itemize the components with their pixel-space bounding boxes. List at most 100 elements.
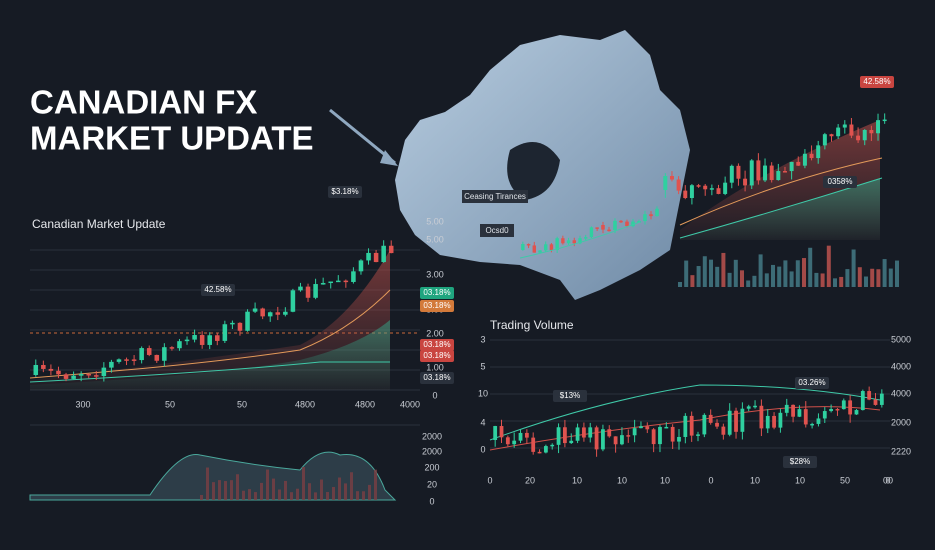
candle-body [41,365,46,369]
candle-body [708,414,713,423]
volume-bar [338,477,341,500]
candle-body [749,160,754,186]
candle-body [48,368,54,371]
label: 2220 [891,446,911,456]
label: 00 [883,475,893,485]
candle-body [177,341,182,349]
label: 4800 [295,399,315,409]
candle-body [562,427,567,444]
trend-red [489,406,881,451]
trend-orange [29,289,391,379]
candle-body [607,229,611,232]
candle-body [550,444,555,447]
candle-body [689,185,694,199]
candle-body [645,426,650,430]
candle-body [810,423,815,426]
candle-body [526,244,531,246]
candle-body [829,134,834,137]
candle-body [613,220,617,231]
trend-teal [679,177,883,239]
candle-body [696,185,701,187]
label: 0 [429,496,434,506]
candle-body [756,160,761,181]
volume-bar [690,275,695,287]
trend-teal [489,384,881,441]
volume-bar [236,474,239,500]
volume-bar [296,488,299,500]
candle-body [842,124,847,128]
label: 50 [840,475,850,485]
volume-bar [851,249,856,287]
candle-body [658,426,662,445]
volume-bar [721,252,726,287]
candle-body [702,414,707,435]
candle-body [162,347,167,361]
candle-body [601,429,605,450]
candle-body [873,399,878,405]
volume-bar [870,268,875,287]
label: 2000 [422,431,442,441]
label: 50 [165,399,175,409]
volume-bar [882,259,887,287]
candle-body [86,374,91,376]
candle-body [575,427,580,441]
label: 2000 [891,417,911,427]
candle-body [543,446,548,453]
candle-body [856,135,861,141]
candle-body [759,405,764,429]
candle-body [313,284,318,298]
candle-body [305,286,311,298]
volume-bar [746,280,751,287]
candle-body [71,375,76,379]
candle-body [78,374,84,376]
candle-body [582,427,586,438]
candle-body [199,335,205,345]
candle-body [381,245,386,263]
candle-body [524,432,529,438]
label: 3.00 [426,269,444,279]
candle-body [601,225,605,230]
candle-body [791,404,795,417]
candle-body [829,408,834,412]
candle-body [626,435,631,437]
label: 10 [478,388,488,398]
badge [201,284,235,296]
panel-title: Trading Volume [490,318,574,332]
label: 10 [572,475,582,485]
volume-bar [876,269,881,287]
candle-body [328,281,333,284]
candle-body [101,367,107,377]
volume-bar [684,260,689,287]
candle-body [639,426,643,429]
map-label-bg [480,224,514,237]
label: 5.00 [426,216,444,226]
candle-body [655,208,659,217]
candle-body [283,311,288,315]
volume-bar [758,254,763,287]
candle-body [561,238,565,244]
candle-body [505,437,510,445]
candle-body [578,238,582,244]
area-red [30,250,390,390]
label: 5000 [891,334,911,344]
volume-bar [284,480,287,500]
badge [420,287,454,299]
candle-body [260,308,265,317]
volume-bar [266,469,269,500]
volume-bar [715,266,720,287]
volume-bar [857,267,862,287]
candle-body [555,238,559,251]
candle-body [789,161,794,172]
label: 5.00 [426,234,444,244]
label: 4000 [891,388,911,398]
label: 4800 [355,399,375,409]
volume-bar [733,259,738,287]
volume-bar [839,276,844,287]
candle-body [664,426,669,429]
candle-body [822,411,827,419]
label: 03.18% [423,340,450,349]
volume-bar [826,245,831,287]
label: 4000 [891,361,911,371]
label: 0 [708,475,713,485]
candle-body [696,434,700,436]
